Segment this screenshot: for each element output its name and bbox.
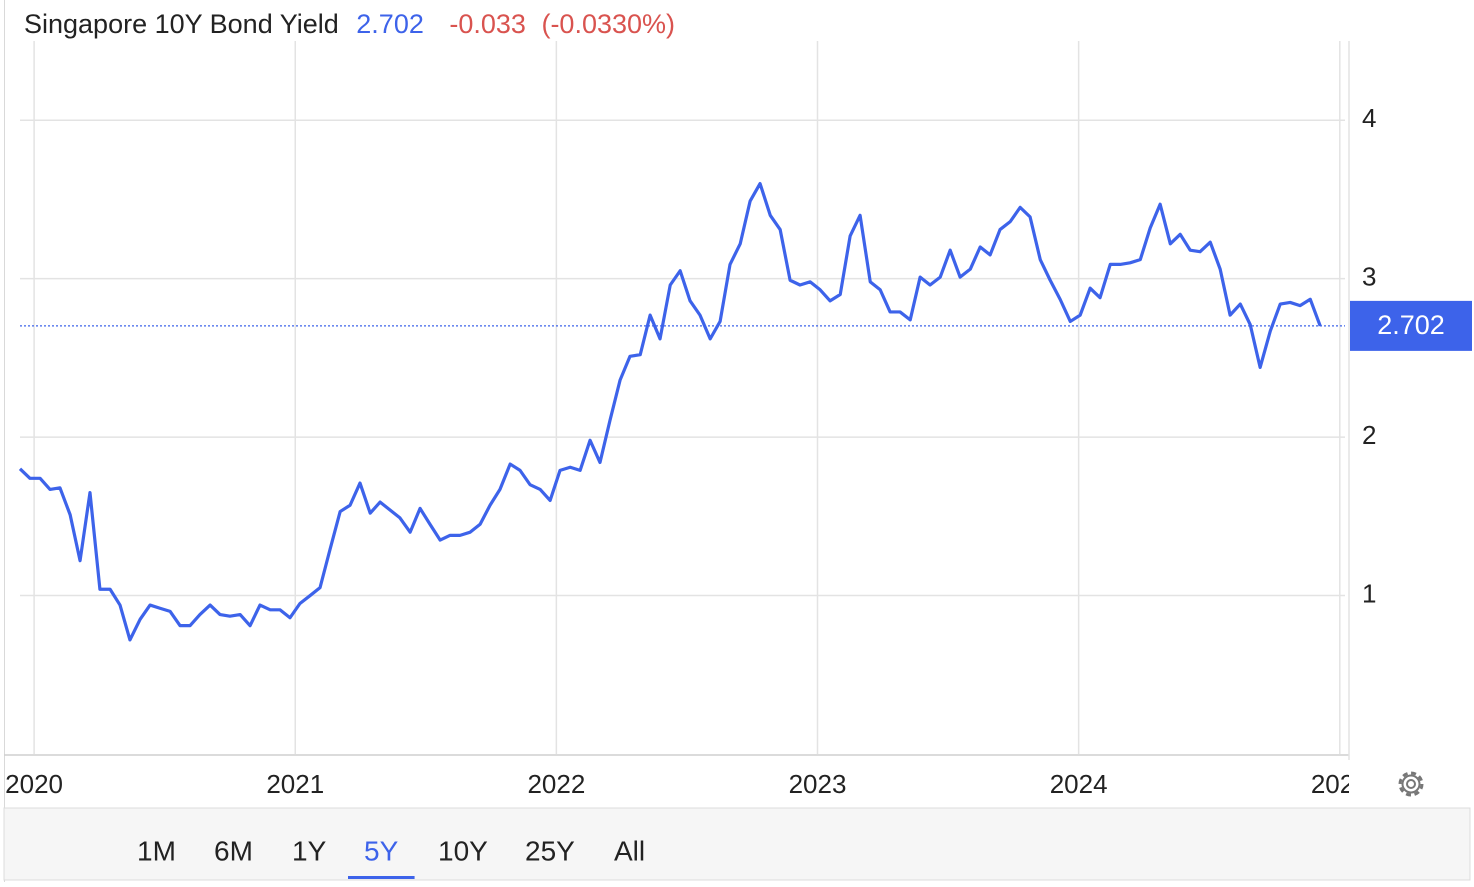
x-tick-label: 2022 xyxy=(527,769,585,799)
active-underline xyxy=(348,876,415,879)
x-tick-label: 2025 xyxy=(1311,769,1369,799)
range-button[interactable]: 1M xyxy=(137,835,176,866)
chart-title: Singapore 10Y Bond Yield xyxy=(24,9,339,39)
range-button[interactable]: All xyxy=(614,835,645,866)
range-button[interactable]: 10Y xyxy=(438,835,488,866)
change-percent: (-0.0330%) xyxy=(541,9,675,39)
data-line xyxy=(18,182,1322,642)
range-bar xyxy=(3,807,1471,881)
last-value: 2.702 xyxy=(356,9,424,39)
range-button[interactable]: 6M xyxy=(214,835,253,866)
last-value-tag xyxy=(1350,300,1472,351)
range-button[interactable]: 25Y xyxy=(525,835,575,866)
range-button[interactable]: 1Y xyxy=(292,835,327,866)
x-tick-label: 2020 xyxy=(5,769,63,799)
x-tick-label: 2024 xyxy=(1050,769,1108,799)
y-tick-label: 3 xyxy=(1362,262,1376,292)
x-tick-label: 2023 xyxy=(789,769,847,799)
x-tick-label: 2021 xyxy=(266,769,324,799)
frame-left xyxy=(4,0,5,882)
change: -0.033 xyxy=(449,9,526,39)
header: Singapore 10Y Bond Yield 2.702 -0.033 (-… xyxy=(24,9,675,39)
range-button[interactable]: 5Y xyxy=(364,835,399,866)
last-value-label: 2.702 xyxy=(1377,310,1445,340)
plot-clip: 2020 2021 2022 2023 2024 2025 xyxy=(5,769,1369,799)
y-tick-label: 4 xyxy=(1362,103,1376,133)
y-tick-label: 2 xyxy=(1362,420,1376,450)
y-tick-label: 1 xyxy=(1362,578,1376,608)
settings-icon[interactable] xyxy=(1398,771,1424,797)
